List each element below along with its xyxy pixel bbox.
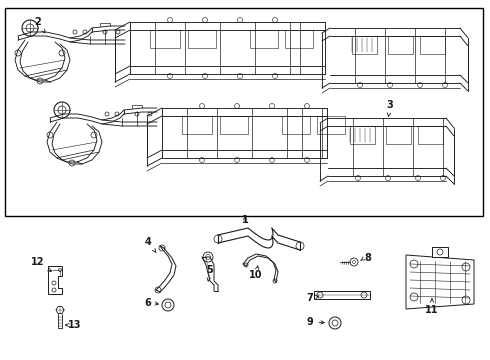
- Text: 8: 8: [365, 253, 371, 263]
- Text: 5: 5: [207, 265, 213, 281]
- Text: 6: 6: [145, 298, 151, 308]
- Bar: [386, 126, 411, 144]
- Bar: [188, 30, 216, 48]
- Text: 2: 2: [35, 17, 45, 33]
- Polygon shape: [406, 255, 474, 309]
- Text: 10: 10: [249, 266, 263, 280]
- Text: 1: 1: [242, 215, 248, 225]
- Bar: [150, 30, 180, 48]
- Bar: [352, 36, 377, 54]
- Bar: [388, 36, 413, 54]
- Bar: [250, 30, 278, 48]
- Text: 7: 7: [307, 293, 314, 303]
- Bar: [220, 116, 248, 134]
- Bar: [420, 36, 445, 54]
- Bar: [432, 247, 448, 257]
- Bar: [182, 116, 212, 134]
- Text: 12: 12: [31, 257, 51, 271]
- Bar: [5, 8, 483, 216]
- Text: 3: 3: [387, 100, 393, 116]
- Bar: [282, 116, 310, 134]
- Bar: [285, 30, 313, 48]
- Text: 11: 11: [425, 299, 439, 315]
- Text: 9: 9: [307, 317, 314, 327]
- Bar: [350, 126, 375, 144]
- Polygon shape: [48, 266, 62, 294]
- Bar: [317, 116, 345, 134]
- Bar: [418, 126, 443, 144]
- Text: 4: 4: [145, 237, 156, 252]
- Text: 13: 13: [68, 320, 82, 330]
- Polygon shape: [314, 291, 370, 299]
